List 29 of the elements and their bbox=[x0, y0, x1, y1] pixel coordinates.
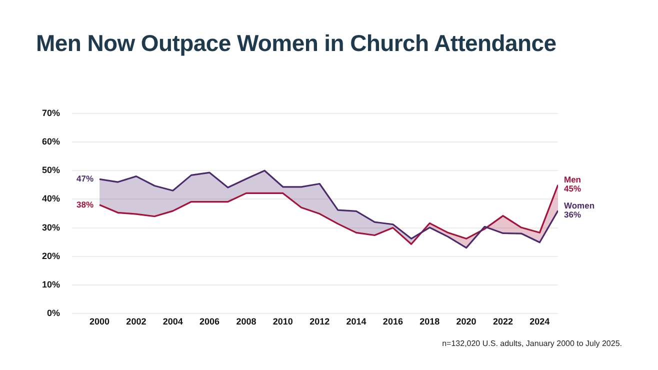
text: n=132,020 U.S. adults, January 2000 to July 2025. bbox=[442, 339, 622, 348]
y-tick-label: 70% bbox=[42, 108, 60, 118]
y-tick-label: 60% bbox=[42, 136, 60, 146]
y-tick-label: 10% bbox=[42, 279, 60, 290]
x-tick-label: 2006 bbox=[200, 316, 220, 326]
chart-title: Men Now Outpace Women in Church Attendance bbox=[36, 30, 556, 57]
data-label: 36% bbox=[564, 209, 582, 220]
x-tick-label: 2022 bbox=[492, 316, 513, 326]
series-label: Women bbox=[564, 200, 595, 210]
y-tick-label: 40% bbox=[42, 194, 60, 204]
data-label: 47% bbox=[76, 174, 94, 184]
x-tick-label: 2024 bbox=[530, 316, 550, 326]
x-tick-label: 2020 bbox=[456, 316, 476, 326]
x-tick-label: 2002 bbox=[126, 316, 146, 326]
y-tick-label: 50% bbox=[42, 165, 60, 176]
x-tick-label: 2018 bbox=[420, 316, 440, 326]
y-tick-label: 0% bbox=[47, 308, 60, 318]
y-tick-label: 20% bbox=[42, 250, 60, 261]
x-tick-label: 2008 bbox=[236, 316, 256, 326]
x-tick-label: 2010 bbox=[272, 316, 293, 326]
y-tick-label: 30% bbox=[42, 222, 60, 232]
series-label: Men bbox=[564, 174, 581, 185]
x-tick-label: 2014 bbox=[346, 316, 366, 326]
x-tick-label: 2000 bbox=[90, 316, 110, 326]
data-label: 38% bbox=[76, 199, 94, 210]
x-tick-label: 2012 bbox=[310, 316, 330, 326]
x-tick-label: 2016 bbox=[382, 316, 403, 326]
data-label: 45% bbox=[564, 184, 582, 194]
x-tick-label: 2004 bbox=[162, 316, 183, 326]
